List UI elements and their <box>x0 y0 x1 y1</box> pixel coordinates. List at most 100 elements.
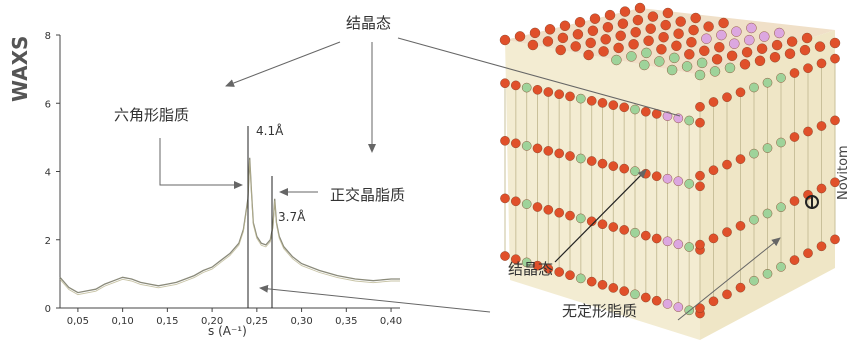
headgroup <box>521 141 532 151</box>
headgroup <box>589 13 601 24</box>
headgroup <box>662 7 674 19</box>
headgroup-pink <box>701 33 712 44</box>
headgroup <box>735 221 746 231</box>
headgroup <box>666 64 678 76</box>
headgroup <box>554 207 565 218</box>
headgroup <box>762 143 773 153</box>
headgroup <box>521 82 532 93</box>
headgroup <box>641 47 652 59</box>
headgroup <box>532 202 543 212</box>
headgroup <box>656 44 667 55</box>
headgroup-pink <box>662 173 673 184</box>
label-hexagonal-lipid: 六角形脂质 <box>114 106 190 124</box>
headgroup <box>784 48 796 59</box>
headgroup <box>699 45 710 56</box>
x-tick-label: 0,10 <box>111 316 133 327</box>
headgroup <box>708 97 719 107</box>
waxs-curve <box>59 157 400 294</box>
headgroup <box>608 222 619 232</box>
y-tick-label: 8 <box>45 31 51 42</box>
headgroup <box>586 216 597 227</box>
headgroup <box>559 20 571 31</box>
headgroup <box>829 37 841 49</box>
headgroup <box>651 171 662 181</box>
arrow-hexagonal-to-peak <box>159 138 243 189</box>
headgroup <box>634 2 646 14</box>
headgroup <box>749 214 759 225</box>
waxs-curve-overlay <box>59 159 400 296</box>
headgroup <box>673 28 684 39</box>
headgroup <box>709 66 721 77</box>
lipid-block-illustration <box>499 2 841 340</box>
headgroup <box>675 16 686 27</box>
headgroup <box>708 233 719 244</box>
headgroup <box>803 63 813 73</box>
headgroup <box>600 34 611 45</box>
headgroup <box>565 270 575 281</box>
headgroup-pink <box>662 236 673 247</box>
headgroup <box>671 40 682 51</box>
x-tick-label: 0,25 <box>246 316 268 327</box>
headgroup <box>830 234 840 245</box>
headgroup <box>619 163 630 174</box>
headgroup <box>527 39 539 51</box>
headgroup <box>604 9 616 21</box>
headgroup <box>799 44 811 56</box>
headgroup <box>608 283 619 293</box>
headgroup <box>718 17 729 29</box>
headgroup <box>776 202 786 212</box>
lipid-tails <box>504 62 836 310</box>
headgroup <box>754 55 766 66</box>
headgroup <box>762 77 773 88</box>
headgroup <box>576 273 586 284</box>
headgroup <box>554 89 565 99</box>
x-tick-label: 0,30 <box>290 316 312 327</box>
headgroup <box>510 80 521 91</box>
headgroup <box>602 22 614 33</box>
headgroup <box>651 233 662 244</box>
label-crystalline-bottom: 结晶态 <box>508 260 554 278</box>
x-tick-label: 0,40 <box>380 316 402 327</box>
headgroup <box>722 159 732 170</box>
headgroup <box>696 57 708 69</box>
headgroup <box>554 267 565 277</box>
headgroup <box>597 219 608 229</box>
arrow-crystalline-to-hexagonal <box>225 41 341 87</box>
x-axis-title: s (A⁻¹) <box>208 324 247 338</box>
headgroup <box>695 181 705 192</box>
headgroup <box>647 11 659 22</box>
headgroup <box>801 32 813 44</box>
headgroup <box>651 295 662 306</box>
headgroup <box>542 36 554 47</box>
headgroup <box>583 49 594 61</box>
headgroup <box>532 85 543 95</box>
headgroup <box>749 275 759 286</box>
headgroup <box>711 54 723 65</box>
headgroup <box>543 263 554 274</box>
y-tick-label: 4 <box>45 168 51 179</box>
headgroup-pink <box>673 239 684 249</box>
headgroup <box>597 279 608 290</box>
headgroup <box>776 137 786 148</box>
headgroup <box>598 46 609 57</box>
headgroup <box>786 36 798 47</box>
arrows <box>159 37 781 321</box>
headgroup <box>658 32 669 43</box>
headgroup <box>544 24 556 35</box>
headgroup <box>714 42 725 53</box>
headgroup <box>500 193 510 204</box>
headgroup <box>586 276 597 287</box>
headgroup <box>576 213 586 224</box>
headgroup <box>749 82 759 93</box>
headgroup <box>617 18 629 29</box>
headgroup <box>543 146 554 156</box>
headgroup <box>514 31 526 42</box>
x-tick-label: 0,35 <box>335 316 357 327</box>
headgroup <box>630 27 641 38</box>
headgroup-pink <box>729 38 740 49</box>
peak-label-4.1: 4.1Å <box>256 124 284 138</box>
headgroup <box>739 59 751 70</box>
peak-label-3.7: 3.7Å <box>278 210 306 224</box>
y-tick-label: 6 <box>45 99 51 110</box>
waxs-chart: 0 2 4 6 8 0,05 0,10 0,15 0,20 0,25 0,30 0,35 0,40 <box>45 31 403 327</box>
